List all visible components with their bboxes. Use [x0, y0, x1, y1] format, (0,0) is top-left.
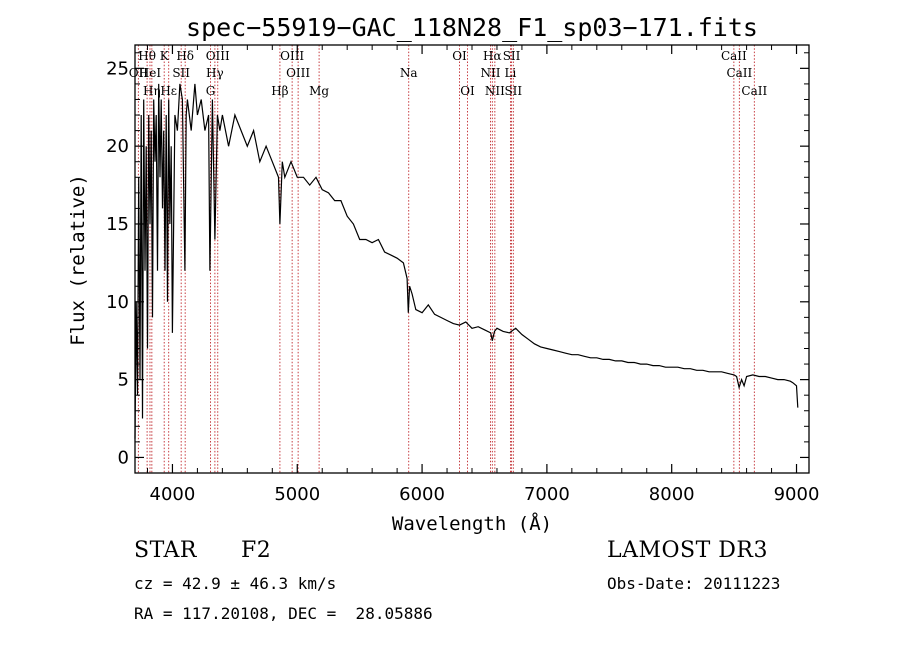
x-tick-label: 8000	[649, 484, 695, 505]
x-axis-label: Wavelength (Å)	[392, 512, 552, 535]
line-marker-label: CaII	[741, 84, 767, 98]
line-marker-label: OI	[452, 49, 467, 63]
y-tick-label: 10	[106, 292, 129, 313]
line-marker-label: Hθ	[138, 49, 156, 63]
survey-name: LAMOST DR3	[607, 538, 768, 563]
line-marker-label: CaII	[726, 66, 752, 80]
y-axis-ticks: 0 5 10 15 20 25	[106, 52, 809, 468]
spectrum-line	[134, 83, 799, 439]
line-marker-label: SII	[503, 49, 521, 63]
obs-date: Obs-Date: 20111223	[607, 574, 781, 593]
line-marker-label: G	[206, 84, 216, 98]
plot-frame	[134, 44, 810, 474]
x-tick-label: 7000	[524, 484, 570, 505]
line-marker-label: NII	[485, 84, 505, 98]
line-marker-label: OIII	[206, 49, 230, 63]
line-marker-label: OIII	[286, 66, 310, 80]
line-marker-label: HeI	[139, 66, 162, 80]
line-marker-label: Hδ	[176, 49, 194, 63]
x-tick-label: 4000	[150, 484, 196, 505]
redshift-text: cz = 42.9 ± 46.3 km/s	[134, 574, 337, 593]
subclass: F2	[241, 538, 272, 563]
line-marker-label: Hγ	[206, 66, 224, 80]
line-marker-label: NII	[480, 66, 500, 80]
y-axis-label: Flux (relative)	[67, 174, 89, 346]
line-marker-label: OII	[129, 66, 149, 80]
line-marker-label: Hη	[143, 84, 161, 98]
y-tick-label: 0	[118, 447, 129, 468]
line-marker-label: Li	[505, 66, 517, 80]
object-class: STAR	[134, 538, 197, 563]
line-marker-label: SII	[172, 66, 190, 80]
x-axis-ticks: 4000 5000 6000 7000 8000 9000	[146, 45, 820, 505]
line-marker-label: SII	[504, 84, 522, 98]
chart-title: spec−55919−GAC_118N28_F1_sp03−171.fits	[186, 13, 758, 42]
line-marker-label: OIII	[280, 49, 304, 63]
line-marker-label: CaII	[721, 49, 747, 63]
line-marker-label: K	[160, 49, 170, 63]
line-marker-label: Hβ	[271, 84, 288, 98]
y-tick-label: 15	[106, 214, 129, 235]
y-tick-label: 5	[118, 370, 129, 391]
line-marker-label: OI	[460, 84, 475, 98]
y-tick-label: 25	[106, 58, 129, 79]
line-marker-label: Hε	[160, 84, 177, 98]
x-tick-label: 9000	[774, 484, 820, 505]
line-marker-label: Na	[400, 66, 418, 80]
x-tick-label: 6000	[399, 484, 445, 505]
line-marker-label: Mg	[309, 84, 329, 98]
line-markers	[137, 45, 755, 473]
coordinates: RA = 117.20108, DEC = 28.05886	[134, 604, 433, 623]
x-tick-label: 5000	[274, 484, 320, 505]
line-marker-label: Hα	[483, 49, 502, 63]
y-tick-label: 20	[106, 136, 129, 157]
